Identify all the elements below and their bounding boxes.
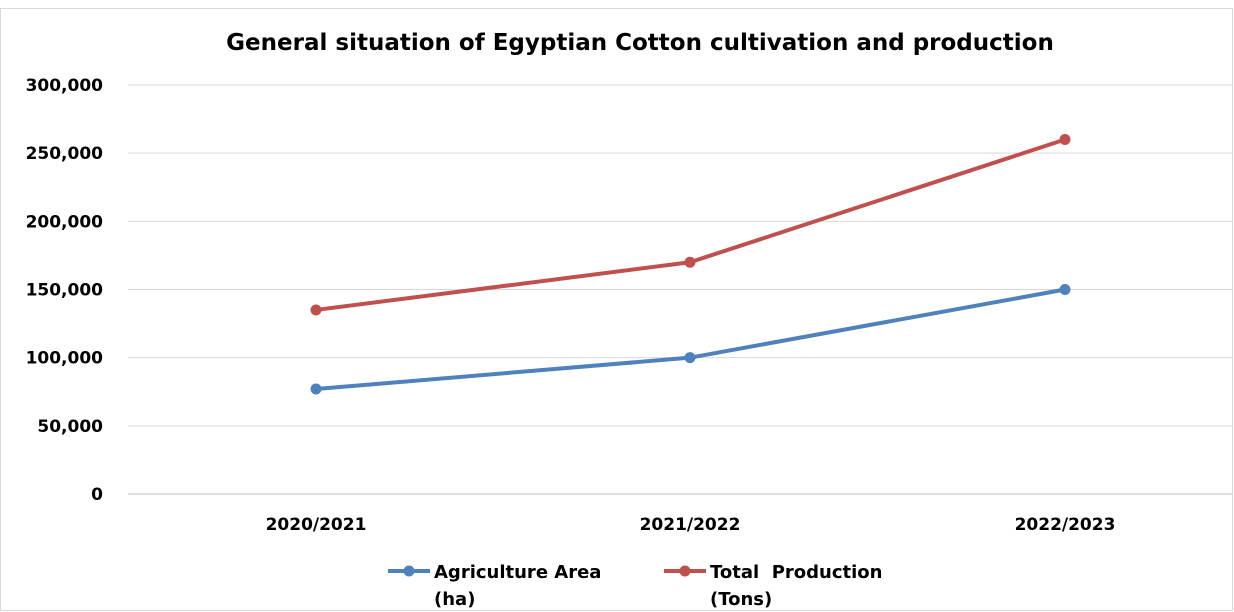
y-tick-label: 0 — [91, 485, 103, 505]
x-axis-ticks: 2020/2021 2021/2022 2022/2023 — [266, 515, 1116, 535]
x-tick-label: 2021/2022 — [640, 515, 741, 535]
legend-label: Total Production — [710, 562, 882, 583]
data-point — [684, 352, 696, 364]
y-tick-label: 250,000 — [26, 144, 104, 164]
y-tick-label: 200,000 — [26, 212, 104, 232]
chart-title: General situation of Egyptian Cotton cul… — [226, 30, 1054, 56]
data-point — [310, 304, 322, 316]
legend-marker — [403, 565, 415, 577]
y-tick-label: 50,000 — [37, 417, 103, 437]
legend: Agriculture Area (ha) Total Production (Ton… — [388, 562, 882, 610]
series-group — [310, 134, 1071, 395]
gridlines — [128, 84, 1232, 495]
legend-label: Agriculture Area — [434, 562, 601, 583]
x-tick-label: 2022/2023 — [1015, 515, 1116, 535]
legend-label: (Tons) — [710, 589, 772, 610]
chart-border — [0, 8, 1233, 611]
legend-label: (ha) — [434, 589, 475, 610]
x-tick-label: 2020/2021 — [266, 515, 367, 535]
data-point — [684, 256, 696, 268]
y-tick-label: 300,000 — [26, 76, 104, 96]
data-point — [1059, 134, 1071, 146]
y-tick-label: 150,000 — [26, 281, 104, 301]
legend-marker — [679, 565, 691, 577]
y-axis-ticks: 0 50,000 100,000 150,000 200,000 250,000 300,0… — [26, 76, 104, 505]
y-tick-label: 100,000 — [26, 349, 104, 369]
data-point — [310, 383, 322, 395]
data-point — [1059, 284, 1071, 295]
